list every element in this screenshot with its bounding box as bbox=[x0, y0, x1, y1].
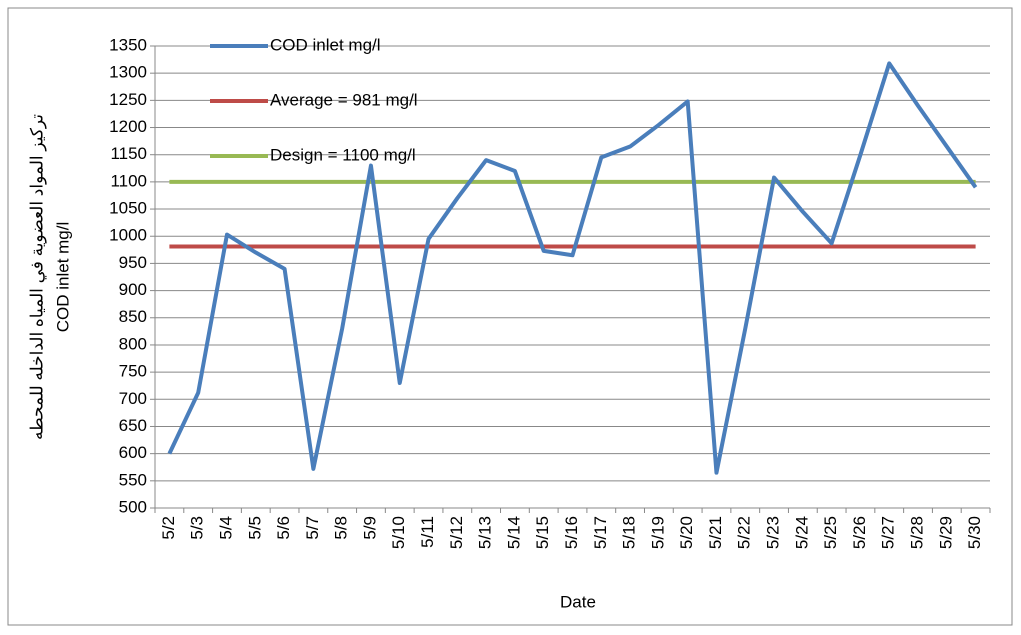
x-tick-label: 5/3 bbox=[188, 516, 207, 540]
chart-frame bbox=[7, 7, 1013, 626]
x-tick-label: 5/4 bbox=[216, 516, 235, 540]
x-tick-label: 5/18 bbox=[620, 516, 639, 549]
x-tick-label: 5/17 bbox=[591, 516, 610, 549]
y-tick-label: 1050 bbox=[109, 199, 147, 218]
x-tick-label: 5/2 bbox=[159, 516, 178, 540]
x-tick-label: 5/9 bbox=[360, 516, 379, 540]
x-tick-label: 5/24 bbox=[792, 516, 811, 549]
x-tick-label: 5/13 bbox=[476, 516, 495, 549]
y-tick-label: 900 bbox=[119, 280, 147, 299]
x-tick-label: 5/25 bbox=[821, 516, 840, 549]
x-tick-label: 5/21 bbox=[706, 516, 725, 549]
x-tick-label: 5/19 bbox=[648, 516, 667, 549]
x-tick-label: 5/30 bbox=[965, 516, 984, 549]
y-tick-label: 1200 bbox=[109, 117, 147, 136]
x-tick-label: 5/14 bbox=[504, 516, 523, 549]
y-tick-label: 800 bbox=[119, 334, 147, 353]
legend-label: COD inlet mg/l bbox=[270, 35, 381, 54]
x-tick-label: 5/15 bbox=[533, 516, 552, 549]
y-tick-label: 500 bbox=[119, 497, 147, 516]
x-tick-label: 5/10 bbox=[389, 516, 408, 549]
x-tick-label: 5/8 bbox=[332, 516, 351, 540]
x-tick-label: 5/16 bbox=[562, 516, 581, 549]
y-axis-label: COD inlet mg/l bbox=[53, 222, 72, 333]
y-tick-label: 1100 bbox=[110, 171, 147, 190]
y-tick-label: 600 bbox=[119, 443, 147, 462]
series-line bbox=[167, 61, 978, 475]
x-tick-label: 5/6 bbox=[274, 516, 293, 540]
y-axis-label: تركيز المواد العضوية في المياه الداخله ل… bbox=[27, 114, 47, 440]
y-tick-label: 750 bbox=[119, 362, 147, 381]
x-tick-label: 5/7 bbox=[303, 516, 322, 540]
y-tick-label: 550 bbox=[119, 470, 147, 489]
x-tick-label: 5/27 bbox=[879, 516, 898, 549]
x-tick-label: 5/28 bbox=[908, 516, 927, 549]
y-tick-label: 850 bbox=[119, 307, 147, 326]
x-tick-label: 5/11 bbox=[418, 516, 437, 548]
x-tick-label: 5/26 bbox=[850, 516, 869, 549]
legend-label: Average = 981 mg/l bbox=[270, 90, 418, 109]
y-tick-label: 700 bbox=[119, 389, 147, 408]
y-tick-label: 1300 bbox=[109, 63, 147, 82]
x-tick-label: 5/23 bbox=[764, 516, 783, 549]
y-tick-label: 1000 bbox=[109, 226, 147, 245]
x-axis-label: Date bbox=[560, 592, 596, 611]
y-tick-label: 650 bbox=[119, 416, 147, 435]
y-tick-label: 1250 bbox=[109, 90, 147, 109]
y-tick-label: 1150 bbox=[110, 144, 147, 163]
x-tick-label: 5/22 bbox=[735, 516, 754, 549]
y-tick-label: 1350 bbox=[109, 35, 147, 54]
x-tick-label: 5/20 bbox=[677, 516, 696, 549]
x-tick-label: 5/29 bbox=[936, 516, 955, 549]
legend-label: Design = 1100 mg/l bbox=[270, 145, 416, 164]
y-tick-label: 950 bbox=[119, 253, 147, 272]
x-tick-label: 5/12 bbox=[447, 516, 466, 549]
x-tick-label: 5/5 bbox=[245, 516, 264, 540]
